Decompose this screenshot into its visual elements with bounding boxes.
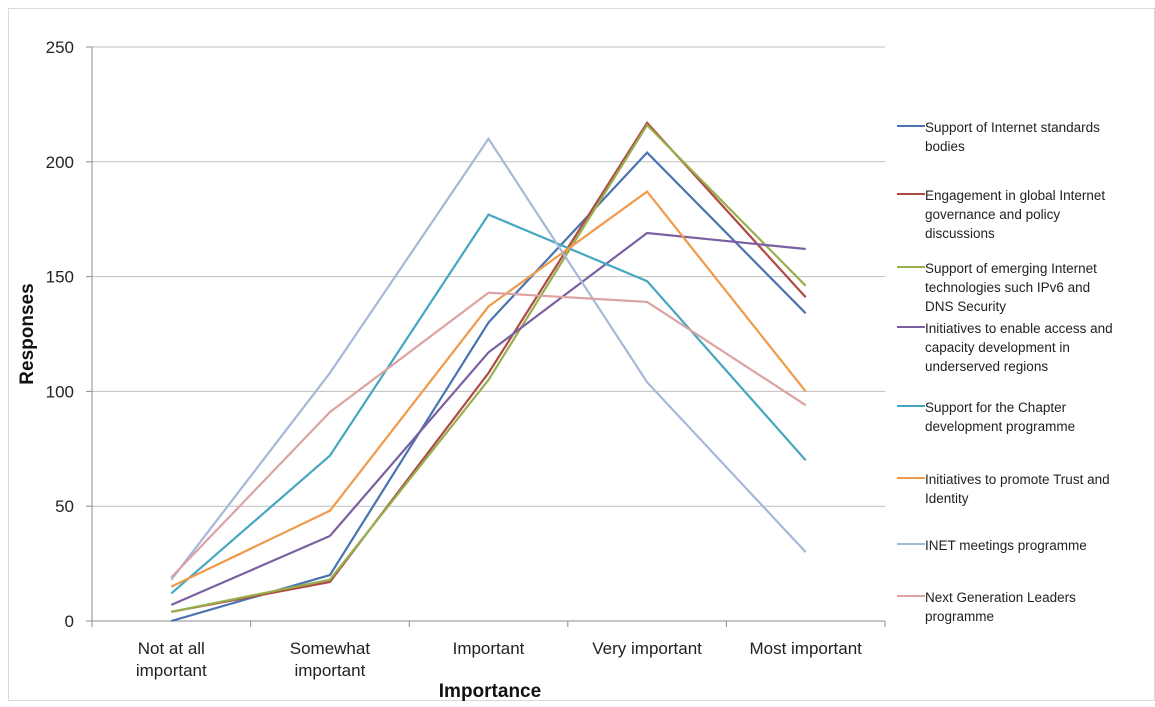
legend-item: Support for the Chapter development progr…: [897, 398, 1149, 436]
legend-label-line: governance and policy: [925, 207, 1061, 222]
legend-item: Initiatives to enable access and capacity…: [897, 319, 1149, 376]
series-line-4: [170, 231, 806, 606]
x-tick-label: Somewhat important: [290, 639, 371, 680]
legend-label-line: underserved regions: [925, 359, 1049, 374]
legend-label-line: discussions: [925, 226, 995, 241]
legend-label: INET meetings programme: [925, 536, 1087, 555]
legend-label-line: Support of emerging Internet: [925, 261, 1097, 276]
y-tick-labels: 0 50 100 150 200 250: [46, 38, 74, 631]
x-tick-label-line: important: [294, 661, 365, 680]
series-line-8: [170, 291, 807, 579]
x-tick-label: Very important: [592, 639, 702, 658]
legend-label-line: INET meetings programme: [925, 538, 1087, 553]
x-tick-label-line: Most important: [749, 639, 862, 658]
series-line-7: [170, 136, 807, 581]
series-line-1: [170, 151, 807, 623]
legend-label-line: Next Generation Leaders: [925, 590, 1076, 605]
legend-label: Initiatives to promote Trust and Identity: [925, 470, 1110, 508]
y-axis-label: Responses: [17, 283, 38, 384]
legend-label: Initiatives to enable access and capacity…: [925, 319, 1113, 376]
x-tick-label: Most important: [749, 639, 862, 658]
legend-label-line: programme: [925, 609, 995, 624]
legend-label-line: Support of Internet standards: [925, 120, 1100, 135]
series-line-2: [171, 120, 807, 613]
series-line-5: [170, 213, 807, 595]
legend-label: Support of emerging Internet technologies…: [925, 259, 1097, 316]
y-tick-label: 250: [46, 38, 74, 57]
legend-label: Support of Internet standards bodies: [925, 118, 1100, 156]
series-lines: [170, 120, 807, 623]
legend-label-line: capacity development in: [925, 340, 1070, 355]
axes: [86, 46, 886, 627]
x-tick-label-line: Important: [453, 639, 525, 658]
legend-label-line: Support for the Chapter: [925, 400, 1067, 415]
legend-swatch: [897, 405, 925, 407]
x-tick-label-line: Not at all: [138, 639, 205, 658]
y-tick-label: 0: [65, 612, 74, 631]
legend-item: Initiatives to promote Trust and Identity: [897, 470, 1149, 508]
legend-label-line: Engagement in global Internet: [925, 188, 1106, 203]
legend-label-line: technologies such IPv6 and: [925, 280, 1091, 295]
x-tick-label-line: Very important: [592, 639, 702, 658]
legend-label-line: Initiatives to enable access and: [925, 321, 1113, 336]
legend-label-line: bodies: [925, 139, 965, 154]
x-axis-label: Importance: [439, 681, 541, 702]
legend-item: Engagement in global Internet governance …: [897, 186, 1149, 243]
x-tick-label-line: Somewhat: [290, 639, 371, 658]
legend-swatch: [897, 477, 925, 479]
series-line-3: [171, 123, 807, 613]
legend-item: INET meetings programme: [897, 536, 1149, 555]
legend-item: Next Generation Leaders programme: [897, 588, 1149, 626]
legend-swatch: [897, 326, 925, 328]
legend-label-line: DNS Security: [925, 299, 1007, 314]
legend-label-line: Initiatives to promote Trust and: [925, 472, 1110, 487]
x-tick-labels: Not at all important Somewhat important Impo…: [136, 639, 862, 680]
x-tick-label: Not at all important: [136, 639, 207, 680]
y-tick-label: 150: [46, 268, 74, 287]
series-line-6: [170, 190, 807, 588]
legend-swatch: [897, 266, 925, 268]
y-tick-label: 50: [55, 497, 74, 516]
legend-label: Support for the Chapter development progr…: [925, 398, 1075, 436]
legend-label-line: Identity: [925, 491, 969, 506]
legend-item: Support of emerging Internet technologies…: [897, 259, 1149, 316]
x-tick-label: Important: [453, 639, 525, 658]
legend-swatch: [897, 595, 925, 597]
legend-swatch: [897, 193, 925, 195]
y-tick-label: 200: [46, 153, 74, 172]
legend-swatch: [897, 125, 925, 127]
legend-item: Support of Internet standards bodies: [897, 118, 1149, 156]
legend-label-line: development programme: [925, 419, 1076, 434]
legend-swatch: [897, 543, 925, 545]
legend-label: Engagement in global Internet governance …: [925, 186, 1105, 243]
y-tick-label: 100: [46, 382, 74, 401]
legend-label: Next Generation Leaders programme: [925, 588, 1076, 626]
gridlines: [92, 46, 885, 507]
x-tick-label-line: important: [136, 661, 207, 680]
